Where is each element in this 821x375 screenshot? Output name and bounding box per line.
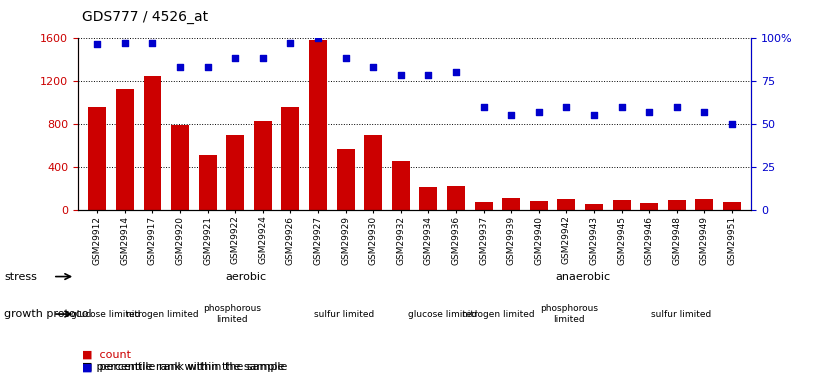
Point xyxy=(311,34,324,40)
Text: nitrogen limited: nitrogen limited xyxy=(126,310,199,319)
Text: ■  percentile rank within the sample: ■ percentile rank within the sample xyxy=(82,363,287,372)
Text: anaerobic: anaerobic xyxy=(555,272,611,282)
Point xyxy=(173,64,186,70)
Bar xyxy=(695,199,713,210)
Point xyxy=(339,55,352,61)
Point xyxy=(725,121,738,127)
Bar xyxy=(171,125,189,210)
Point xyxy=(91,41,104,47)
Point xyxy=(394,72,407,78)
Point xyxy=(284,40,297,46)
Text: nitrogen limited: nitrogen limited xyxy=(462,310,535,319)
Bar xyxy=(199,155,217,210)
Point xyxy=(505,112,518,118)
Point xyxy=(560,104,573,110)
Point xyxy=(643,109,656,115)
Bar xyxy=(530,201,548,210)
Bar xyxy=(282,106,300,210)
Point xyxy=(615,104,628,110)
Bar xyxy=(640,203,658,210)
Bar xyxy=(144,76,162,210)
Bar xyxy=(723,202,741,210)
Text: growth protocol: growth protocol xyxy=(4,309,92,319)
Text: aerobic: aerobic xyxy=(226,272,267,282)
Text: stress: stress xyxy=(4,272,37,282)
Point xyxy=(229,55,242,61)
Point xyxy=(587,112,600,118)
Bar xyxy=(612,200,631,210)
Bar xyxy=(420,188,438,210)
Bar xyxy=(116,89,134,210)
Text: glucose limited: glucose limited xyxy=(71,310,140,319)
Point xyxy=(118,40,131,46)
Text: phosphorous
limited: phosphorous limited xyxy=(540,304,598,324)
Point xyxy=(146,40,159,46)
Bar xyxy=(392,162,410,210)
Point xyxy=(256,55,269,61)
Point xyxy=(698,109,711,115)
Bar xyxy=(667,200,686,210)
Bar xyxy=(309,40,327,210)
Text: phosphorous
limited: phosphorous limited xyxy=(204,304,261,324)
Bar xyxy=(337,148,355,210)
Text: ■  count: ■ count xyxy=(82,350,131,359)
Bar xyxy=(502,198,521,210)
Text: percentile rank within the sample: percentile rank within the sample xyxy=(93,363,284,372)
Text: glucose limited: glucose limited xyxy=(408,310,477,319)
Bar xyxy=(475,202,493,210)
Point xyxy=(367,64,380,70)
Point xyxy=(201,64,214,70)
Bar xyxy=(254,120,272,210)
Point xyxy=(477,104,490,110)
Text: sulfur limited: sulfur limited xyxy=(314,310,374,319)
Bar xyxy=(557,199,576,210)
Point xyxy=(670,104,683,110)
Bar xyxy=(447,186,465,210)
Point xyxy=(532,109,545,115)
Bar xyxy=(365,135,383,210)
Point xyxy=(422,72,435,78)
Bar xyxy=(227,135,244,210)
Bar xyxy=(89,106,106,210)
Point xyxy=(449,69,462,75)
Bar xyxy=(585,204,603,210)
Text: ■: ■ xyxy=(82,363,93,372)
Text: sulfur limited: sulfur limited xyxy=(651,310,711,319)
Text: GDS777 / 4526_at: GDS777 / 4526_at xyxy=(82,10,209,24)
